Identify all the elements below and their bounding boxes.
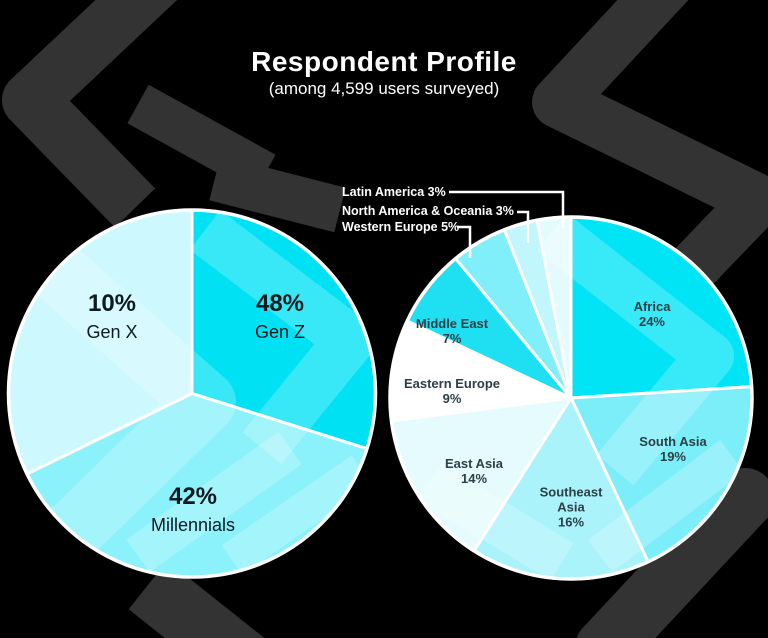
pie-regions [388, 215, 754, 581]
slice-pct: 24% [638, 314, 666, 329]
watermark-chevron-icon [576, 468, 768, 638]
slice-label-middle-east: Middle East 7% [416, 316, 488, 346]
slice-pct: 48% [255, 290, 305, 317]
highlight-chevron-icon [587, 440, 745, 572]
highlight-chevron-icon [537, 218, 734, 486]
slice-label-east-asia: East Asia 14% [445, 456, 503, 486]
slice-name: Middle East [415, 316, 489, 331]
page-subtitle: (among 4,599 users surveyed) [268, 79, 500, 98]
highlight-chevron-icon [189, 211, 375, 464]
callout-western-europe: Western Europe 5% [342, 220, 460, 234]
slice-name: Millennials [150, 515, 236, 535]
slice-name: Eastern Europe [403, 376, 501, 391]
watermark-chevron-icon [209, 155, 346, 233]
callout-north-america-oceania: North America & Oceania 3% [342, 204, 514, 218]
slice-name: Gen X [86, 322, 138, 342]
slice-name: Africa [633, 299, 671, 314]
slice-pct: 10% [87, 290, 137, 317]
slice-pct: 9% [442, 391, 462, 406]
callout-leader-line [449, 190, 565, 228]
slice-label-gen-z: 48% Gen Z [255, 289, 305, 345]
highlight-chevron-icon [37, 248, 236, 555]
pie-generations [6, 208, 378, 579]
slice-label-south-asia: South Asia 19% [639, 434, 706, 464]
slice-name: Southeast Asia [539, 484, 603, 515]
slice-label-gen-x: 10% Gen X [86, 289, 137, 345]
callout-latin-america: Latin America 3% [342, 185, 446, 199]
slice-name: Gen Z [254, 322, 306, 342]
slice-pct: 7% [442, 331, 462, 346]
pie-highlight-chevrons [37, 211, 375, 575]
slice-label-eastern-europe: Eastern Europe 9% [404, 376, 500, 406]
slice-pct: 16% [557, 514, 585, 530]
watermark-chevron-icon [128, 560, 265, 638]
slice-label-africa: Africa 24% [634, 299, 671, 329]
pie-highlight-chevrons [418, 218, 745, 578]
slice-pct: 42% [168, 483, 218, 510]
page-title: Respondent Profile [251, 46, 517, 77]
slice-label-millennials: 42% Millennials [151, 482, 235, 538]
highlight-chevron-icon [126, 431, 302, 573]
slice-pct: 14% [460, 471, 488, 486]
callout-leader-line [517, 210, 530, 243]
watermark-chevron-icon [2, 0, 178, 228]
slice-label-southeast-asia: Southeast Asia 16% [531, 485, 611, 530]
slice-pct: 19% [659, 449, 687, 464]
slice-name: South Asia [639, 434, 707, 449]
pie-outline [388, 215, 754, 581]
highlight-chevron-icon [221, 455, 373, 575]
pie-outline [6, 208, 378, 579]
watermark-chevron-icon [532, 0, 768, 321]
callout-leader-line [457, 225, 472, 258]
highlight-chevron-icon [418, 463, 574, 578]
slice-name: East Asia [444, 456, 504, 471]
